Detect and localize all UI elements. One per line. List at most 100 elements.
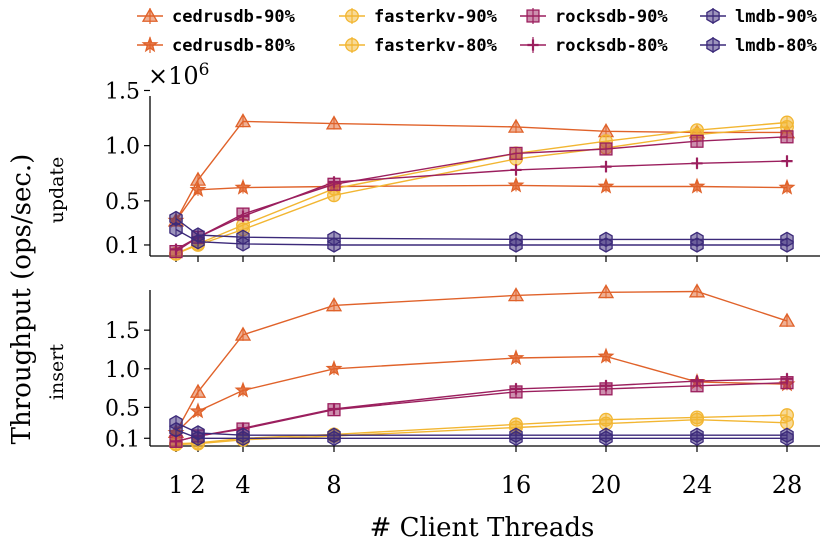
data-point — [236, 236, 250, 252]
x-tick-label: 20 — [591, 471, 622, 499]
data-point — [597, 177, 615, 194]
panel-subtitle: update — [46, 157, 68, 224]
data-point — [234, 178, 252, 195]
data-point — [234, 381, 252, 398]
data-point — [325, 115, 343, 130]
data-point — [509, 146, 523, 160]
series-line — [175, 290, 788, 433]
y-tick-label: 1.0 — [105, 135, 140, 160]
data-point — [690, 134, 704, 148]
series-line — [175, 418, 788, 446]
legend-marker-icon — [345, 9, 359, 23]
y-tick-label: 1.5 — [105, 319, 140, 344]
y-tick-label: 0.1 — [105, 427, 140, 452]
data-point — [169, 221, 183, 238]
data-point — [599, 142, 613, 156]
legend-item-fasterkv-90: fasterkv-90% — [339, 7, 498, 27]
series-line — [175, 184, 788, 222]
data-point — [780, 130, 794, 144]
data-point — [507, 118, 525, 133]
x-tick-label: 1 — [168, 471, 183, 499]
legend-marker-icon — [527, 39, 539, 51]
y-tick-label: 0.5 — [105, 396, 140, 421]
data-point — [688, 177, 706, 194]
data-point — [599, 237, 613, 253]
legend-label: lmdb-90% — [735, 7, 818, 27]
data-point — [599, 430, 613, 447]
legend-label: cedrusdb-90% — [172, 7, 296, 27]
data-point — [600, 161, 612, 173]
x-tick-label: 2 — [190, 471, 205, 499]
data-point — [597, 284, 615, 299]
data-point — [328, 403, 340, 415]
series-line — [175, 121, 788, 255]
data-point — [170, 435, 182, 447]
data-point — [778, 312, 796, 327]
data-point — [236, 430, 250, 447]
series-line — [175, 429, 787, 439]
data-point — [780, 430, 794, 447]
data-point — [780, 415, 794, 430]
x-tick-label: 8 — [326, 471, 341, 499]
panel-subtitle: insert — [46, 344, 68, 400]
data-point — [169, 422, 183, 438]
data-point — [507, 287, 525, 302]
data-point — [191, 233, 205, 250]
legend-item-fasterkv-80: fasterkv-80% — [339, 36, 498, 56]
data-point — [781, 155, 793, 167]
legend-label: fasterkv-90% — [374, 7, 498, 27]
legend-marker-icon — [706, 8, 720, 24]
legend-item-rocksdb-80: rocksdb-80% — [520, 36, 668, 56]
x-tick-label: 4 — [235, 471, 250, 499]
data-point — [237, 210, 249, 222]
data-point — [327, 188, 341, 203]
legend-marker-icon — [706, 37, 720, 53]
series-line — [175, 422, 787, 436]
data-point — [690, 237, 704, 253]
data-point — [328, 176, 340, 188]
y-axis-label: Throughput (ops/sec.) — [7, 154, 37, 445]
series-line — [175, 217, 787, 241]
legend-item-lmdb-80: lmdb-80% — [700, 36, 818, 56]
data-point — [189, 402, 207, 419]
data-point — [189, 180, 207, 198]
x-tick-label: 24 — [682, 471, 713, 499]
y-tick-label: 0.1 — [105, 234, 140, 259]
data-point — [510, 383, 522, 395]
series-lmdb-80 — [169, 422, 794, 447]
data-point — [509, 237, 523, 253]
data-point — [780, 237, 794, 253]
data-point — [327, 237, 341, 253]
series-line — [175, 228, 787, 246]
x-tick-label: 28 — [772, 471, 803, 499]
legend-marker-icon — [141, 36, 159, 53]
legend-label: fasterkv-80% — [374, 36, 498, 56]
data-point — [325, 359, 343, 376]
data-point — [170, 243, 182, 255]
legend-item-cedrusdb-90: cedrusdb-90% — [137, 7, 296, 27]
legend: cedrusdb-90% cedrusdb-80% fasterkv-90% fast… — [137, 7, 818, 56]
series-lmdb-80 — [169, 221, 794, 253]
legend-label: rocksdb-90% — [555, 7, 668, 27]
series-line — [175, 355, 788, 434]
series-line — [175, 378, 788, 443]
data-point — [189, 383, 207, 398]
legend-marker-icon — [526, 9, 540, 23]
data-point — [510, 164, 522, 176]
legend-item-cedrusdb-80: cedrusdb-80% — [137, 36, 296, 56]
data-point — [600, 380, 612, 392]
series-line — [175, 414, 788, 445]
legend-item-rocksdb-90: rocksdb-90% — [520, 7, 668, 27]
y-tick-label: 1.5 — [105, 79, 140, 104]
data-point — [325, 297, 343, 312]
legend-marker-icon — [141, 7, 159, 22]
legend-label: cedrusdb-80% — [172, 36, 296, 56]
data-point — [327, 430, 341, 447]
update-panel: update 0.1 0.5 1.0 1.5 — [46, 79, 820, 262]
data-point — [597, 347, 615, 364]
data-point — [778, 178, 796, 195]
data-point — [690, 412, 704, 427]
data-point — [507, 176, 525, 193]
data-point — [509, 430, 523, 447]
